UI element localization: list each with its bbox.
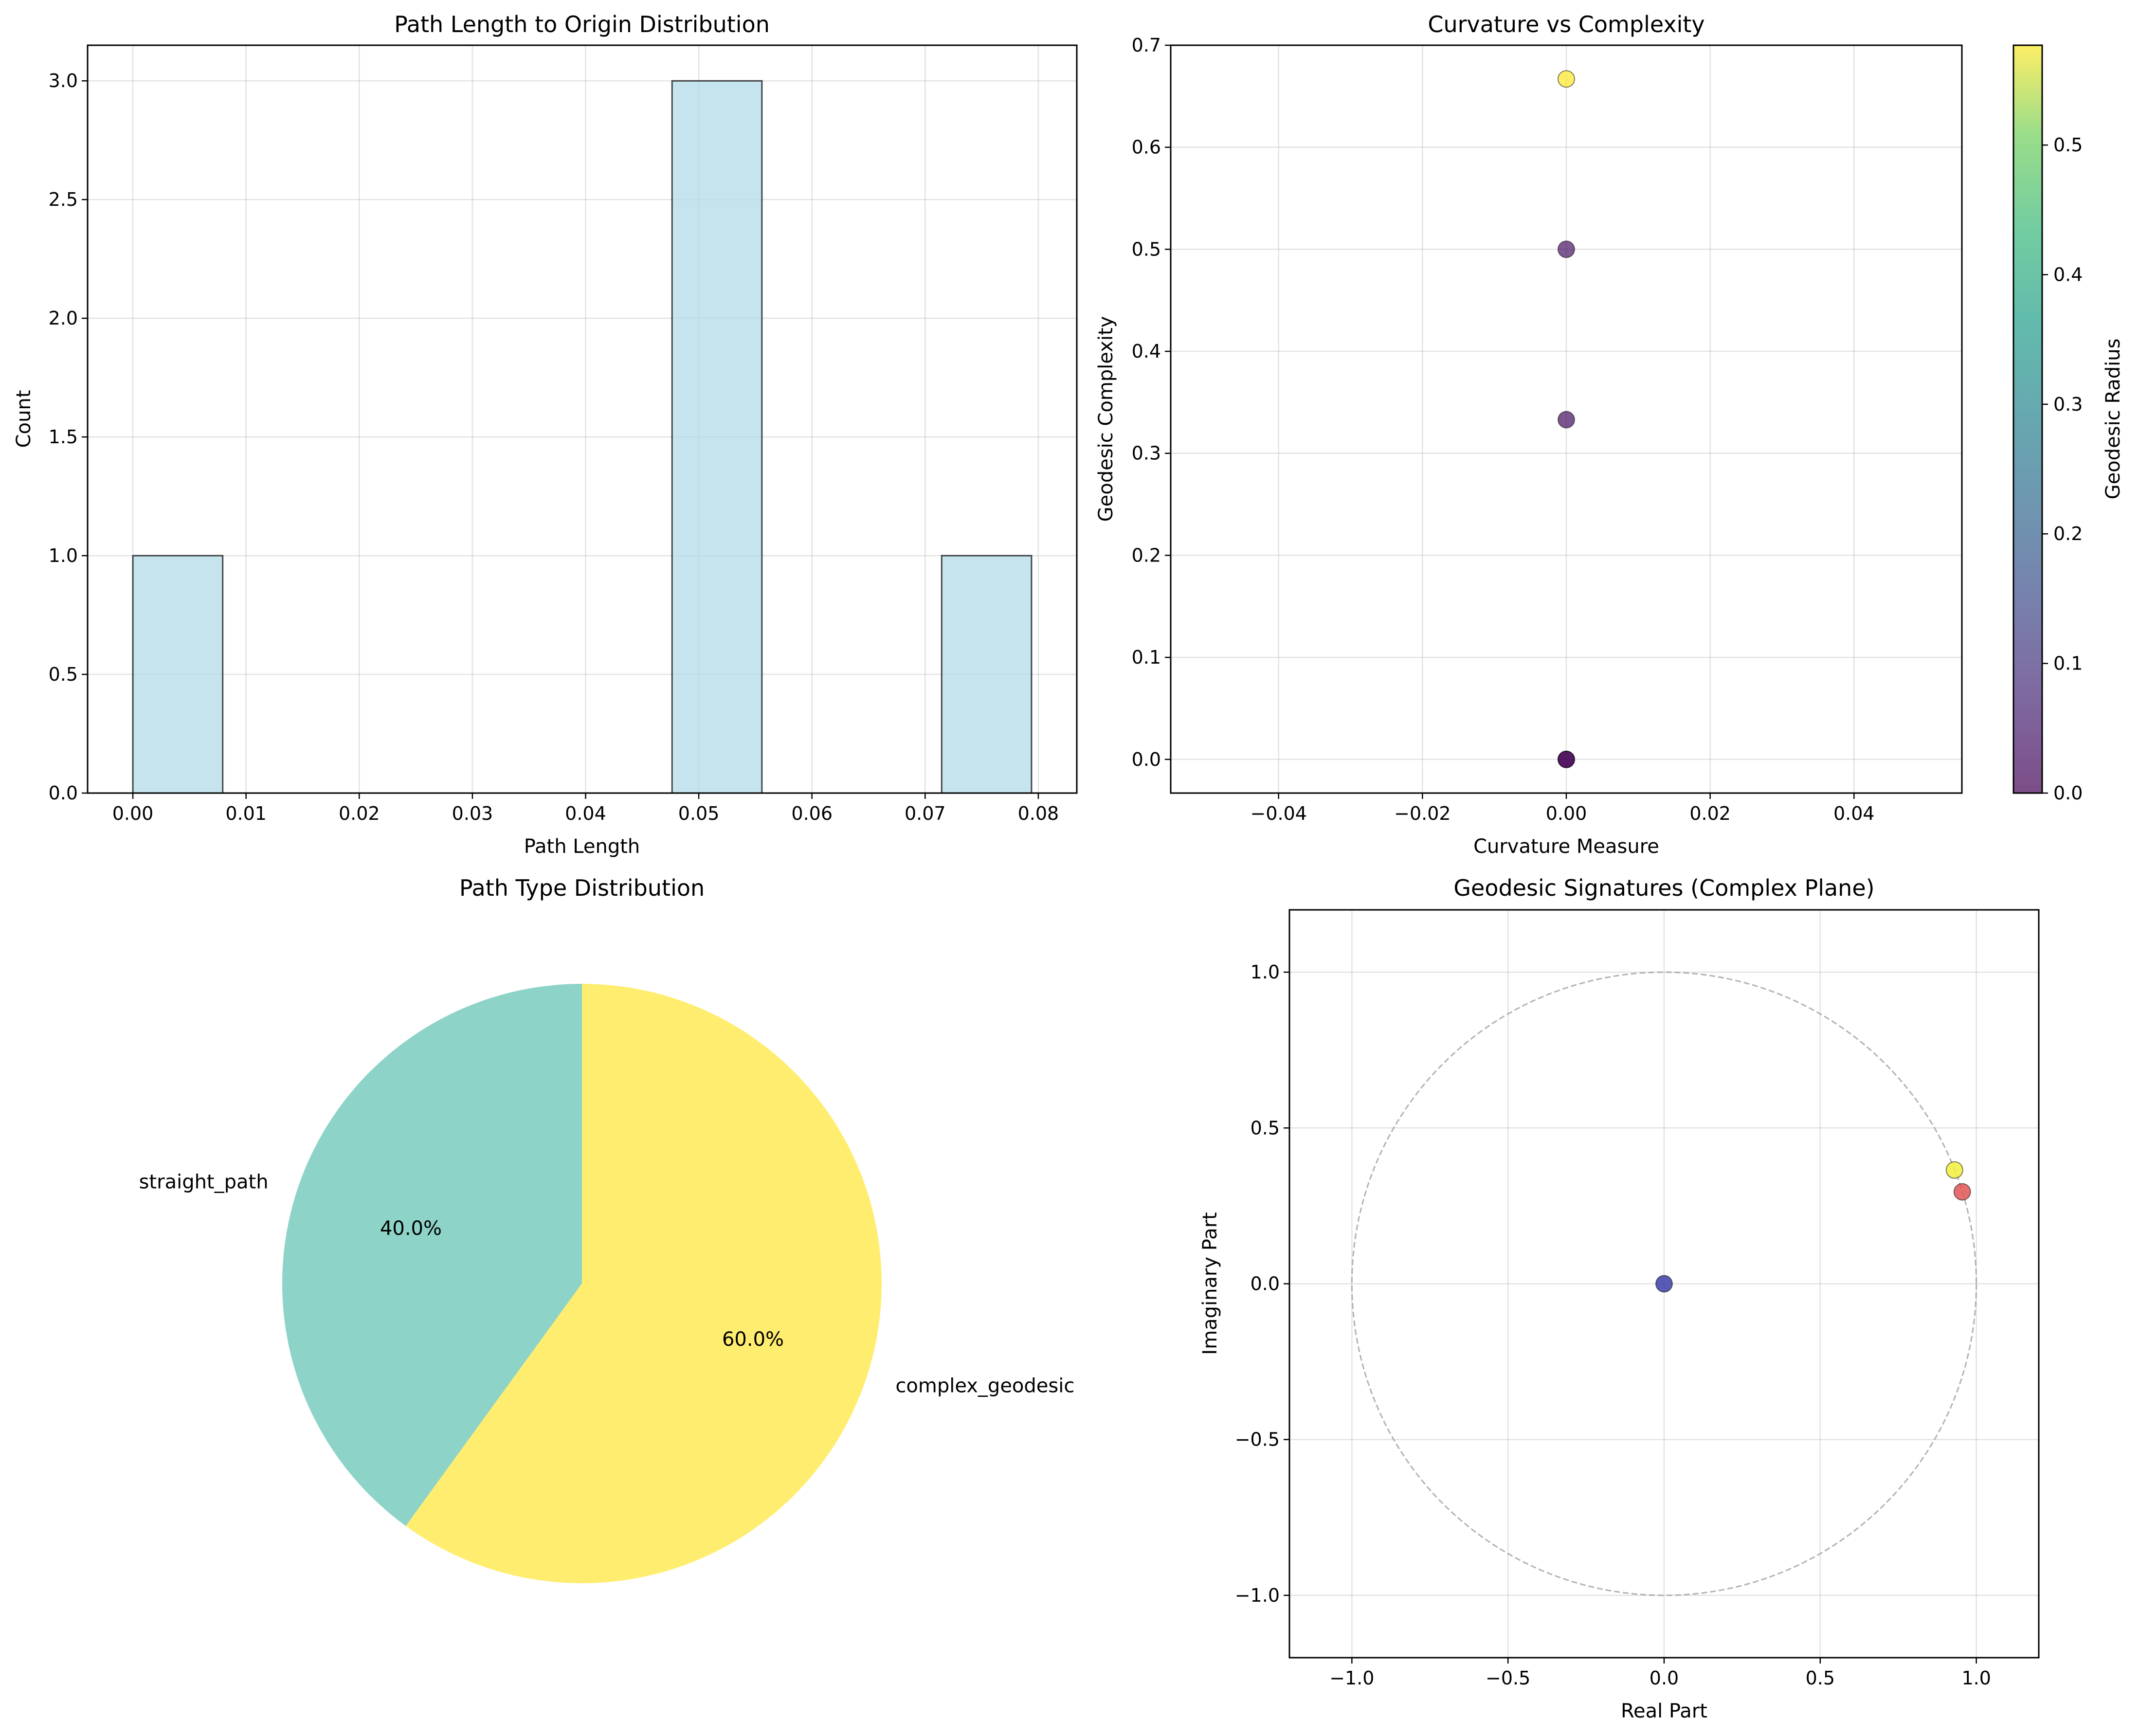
- curvature-x-tick-label: −0.04: [1251, 803, 1307, 824]
- histogram-y-tick-label: 1.5: [49, 426, 78, 448]
- complex-x-tick-label: 0.5: [1806, 1667, 1835, 1689]
- histogram-x-tick-label: 0.06: [791, 803, 833, 824]
- histogram-ticks: 0.00 0.01 0.02 0.03 0.04 0.05 0.06 0.07 0.08 0.0 0…: [49, 70, 1059, 824]
- histogram-y-tick-label: 2.5: [49, 189, 78, 210]
- histogram-x-tick-label: 0.02: [339, 803, 380, 824]
- unit-circle: [1351, 971, 1977, 1596]
- histogram-x-tick-label: 0.01: [225, 803, 267, 824]
- histogram-y-tick-label: 1.0: [49, 545, 78, 566]
- histogram-bar: [941, 555, 1033, 794]
- curvature-frame: [1170, 44, 1963, 794]
- complex-y-tick-label: −0.5: [1235, 1429, 1280, 1450]
- curvature-title: Curvature vs Complexity: [1428, 11, 1704, 37]
- colorbar-tick-label: 0.5: [2053, 134, 2083, 156]
- colorbar-tick-label: 0.0: [2053, 782, 2083, 804]
- complex-x-tick-label: −1.0: [1329, 1667, 1374, 1689]
- colorbar-ticks: 0.0 0.1 0.2 0.3 0.4 0.5: [2042, 134, 2083, 804]
- curvature-y-tick-label: 0.3: [1132, 443, 1161, 464]
- histogram-x-tick-label: 0.08: [1018, 803, 1059, 824]
- pie-panel: Path Type Distribution 40.0% straight_pat…: [139, 875, 1074, 1583]
- histogram-x-tick-label: 0.05: [678, 803, 720, 824]
- complex-point: [1655, 1275, 1673, 1293]
- complex-x-tick-label: 0.0: [1650, 1667, 1679, 1689]
- curvature-ylabel: Geodesic Complexity: [1095, 316, 1117, 522]
- complex-y-tick-label: 1.0: [1251, 961, 1280, 983]
- curvature-x-tick-label: 0.04: [1833, 803, 1875, 824]
- complex-plane-panel: −1.0 −0.5 0.0 0.5 1.0 −1.0 −0.5 0.0 0.5 1.0 Geode…: [1199, 875, 2040, 1722]
- curvature-x-tick-label: 0.02: [1689, 803, 1731, 824]
- histogram-ylabel: Count: [13, 390, 35, 448]
- pie-slice-complex-geodesic: [405, 983, 882, 1583]
- curvature-y-tick-label: 0.4: [1132, 341, 1161, 362]
- colorbar-tick-label: 0.4: [2053, 264, 2083, 285]
- complex-x-tick-label: −0.5: [1486, 1667, 1530, 1689]
- complex-points: [1655, 1161, 1971, 1293]
- complex-x-tick-label: 1.0: [1961, 1667, 1991, 1689]
- curvature-y-tick-label: 0.1: [1132, 647, 1161, 668]
- complex-point: [1945, 1161, 1963, 1179]
- histogram-x-tick-label: 0.03: [452, 803, 493, 824]
- curvature-ticks: −0.04 −0.02 0.00 0.02 0.04 0.0 0.1 0.2 0.3 0.4 0.5…: [1132, 35, 1875, 824]
- pie-title: Path Type Distribution: [459, 875, 705, 901]
- histogram-bar: [132, 555, 224, 794]
- pie-slice-straight-path: [282, 984, 582, 1526]
- colorbar-label: Geodesic Radius: [2102, 339, 2124, 500]
- histogram-y-tick-label: 2.0: [49, 307, 78, 329]
- curvature-point: [1558, 240, 1575, 258]
- curvature-y-tick-label: 0.2: [1132, 544, 1161, 566]
- complex-title: Geodesic Signatures (Complex Plane): [1453, 875, 1874, 901]
- curvature-y-tick-label: 0.6: [1132, 137, 1161, 158]
- histogram-x-tick-label: 0.07: [905, 803, 946, 824]
- curvature-points: [1558, 70, 1575, 768]
- histogram-x-tick-label: 0.00: [112, 803, 154, 824]
- histogram-y-tick-label: 3.0: [49, 70, 78, 91]
- curvature-point: [1558, 411, 1575, 429]
- histogram-grid: [88, 45, 1077, 794]
- complex-xlabel: Real Part: [1621, 1700, 1707, 1722]
- complex-ylabel: Imaginary Part: [1199, 1212, 1221, 1355]
- histogram-x-tick-label: 0.04: [565, 803, 606, 824]
- pie-slice-label: complex_geodesic: [895, 1374, 1074, 1397]
- colorbar-tick-label: 0.3: [2053, 394, 2083, 415]
- complex-y-tick-label: 0.0: [1251, 1273, 1280, 1295]
- complex-y-tick-label: −1.0: [1235, 1585, 1280, 1606]
- histogram-frame: [87, 44, 1078, 794]
- histogram-title: Path Length to Origin Distribution: [394, 11, 770, 37]
- curvature-x-tick-label: 0.00: [1546, 803, 1587, 824]
- curvature-y-tick-label: 0.7: [1132, 35, 1161, 56]
- histogram-y-tick-label: 0.0: [49, 782, 78, 804]
- curvature-xlabel: Curvature Measure: [1473, 835, 1659, 858]
- histogram-bars: [132, 80, 1033, 794]
- curvature-scatter-panel: −0.04 −0.02 0.00 0.02 0.04 0.0 0.1 0.2 0.3 0.4 0.5…: [1095, 11, 2124, 858]
- colorbar-tick-label: 0.2: [2053, 523, 2083, 544]
- pie-pct-label: 40.0%: [380, 1217, 442, 1240]
- curvature-x-tick-label: −0.02: [1394, 803, 1450, 824]
- complex-point: [1953, 1183, 1971, 1201]
- colorbar-tick-label: 0.1: [2053, 653, 2083, 674]
- pie-slice-label: straight_path: [139, 1171, 269, 1194]
- unit-circle-outline: [1351, 971, 1977, 1596]
- complex-frame: [1288, 909, 2040, 1659]
- colorbar: [2012, 44, 2043, 794]
- histogram-bar: [671, 80, 763, 794]
- pie-chart: 40.0% straight_path 60.0% complex_geodesic: [139, 983, 1074, 1583]
- curvature-point: [1558, 70, 1575, 88]
- histogram-y-tick-label: 0.5: [49, 664, 78, 685]
- complex-ticks: −1.0 −0.5 0.0 0.5 1.0 −1.0 −0.5 0.0 0.5 1.0: [1235, 961, 1991, 1689]
- curvature-y-tick-label: 0.5: [1132, 238, 1161, 260]
- curvature-y-tick-label: 0.0: [1132, 749, 1161, 770]
- histogram-xlabel: Path Length: [524, 835, 640, 858]
- curvature-point: [1558, 750, 1575, 768]
- pie-pct-label: 60.0%: [722, 1328, 784, 1351]
- histogram-panel: 0.00 0.01 0.02 0.03 0.04 0.05 0.06 0.07 0.08 0.0 0…: [13, 11, 1078, 858]
- complex-y-tick-label: 0.5: [1251, 1117, 1280, 1139]
